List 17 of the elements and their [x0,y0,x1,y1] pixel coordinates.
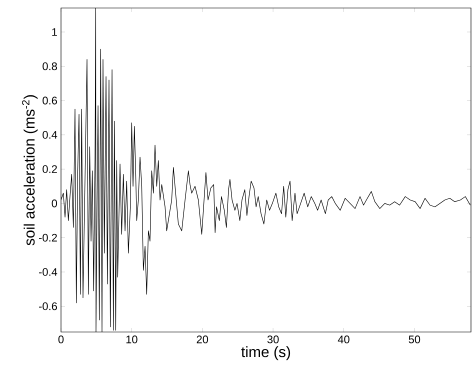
y-tick-label: 0.2 [42,165,57,174]
y-tick-label: -0.6 [39,302,57,310]
y-tick-label: 0.8 [42,62,57,70]
y-axis-title: soil acceleration (ms$^{-2}$) [22,95,38,246]
x-tick-label: 20 [196,336,208,344]
x-tick-label: 0 [58,336,64,344]
x-tick-label: 40 [338,336,350,344]
y-tick-label: 0 [52,200,58,208]
y-tick-label: -0.2 [39,234,57,242]
x-tick-label: 10 [126,336,138,344]
x-axis-title: time (s) [241,346,290,360]
y-tick-label: 0.6 [42,96,57,104]
y-tick-label: 0.4 [42,130,58,139]
y-tick-label: 1 [52,28,57,36]
x-tick-label: 30 [267,336,279,344]
x-tick-label: 50 [408,336,420,344]
y-tick-label: -0.4 [39,268,58,276]
